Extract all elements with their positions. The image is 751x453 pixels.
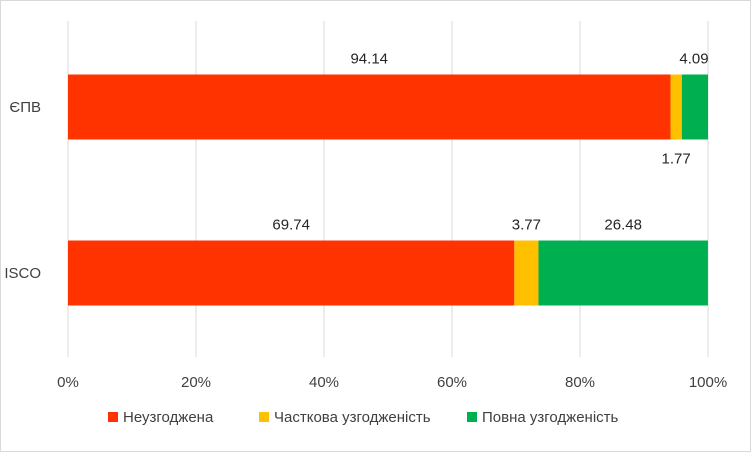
x-tick-label: 0% [57,374,79,391]
category-label: ЄПВ [9,99,41,116]
legend-swatch [467,412,477,422]
legend-swatch [108,412,118,422]
bar-segment [68,74,671,140]
x-tick-label: 20% [181,374,211,391]
data-label: 3.77 [512,217,541,234]
data-label: 94.14 [350,51,388,68]
x-tick-label: 80% [565,374,595,391]
bar-segment [670,74,682,140]
bar-segment [68,240,515,306]
data-label: 26.48 [604,217,642,234]
bar-segment [514,240,539,306]
x-tick-label: 100% [689,374,727,391]
category-label: ISCO [4,265,41,282]
x-tick-label: 60% [437,374,467,391]
legend-swatch [259,412,269,422]
data-label: 4.09 [679,51,708,68]
x-tick-label: 40% [309,374,339,391]
legend-label: Неузгоджена [123,409,214,426]
bar-segment [538,240,708,306]
data-label: 1.77 [662,151,691,168]
data-label: 69.74 [272,217,310,234]
bar-segment [681,74,708,140]
legend-label: Повна узгодженість [482,409,619,426]
legend-label: Часткова узгодженість [274,409,431,426]
